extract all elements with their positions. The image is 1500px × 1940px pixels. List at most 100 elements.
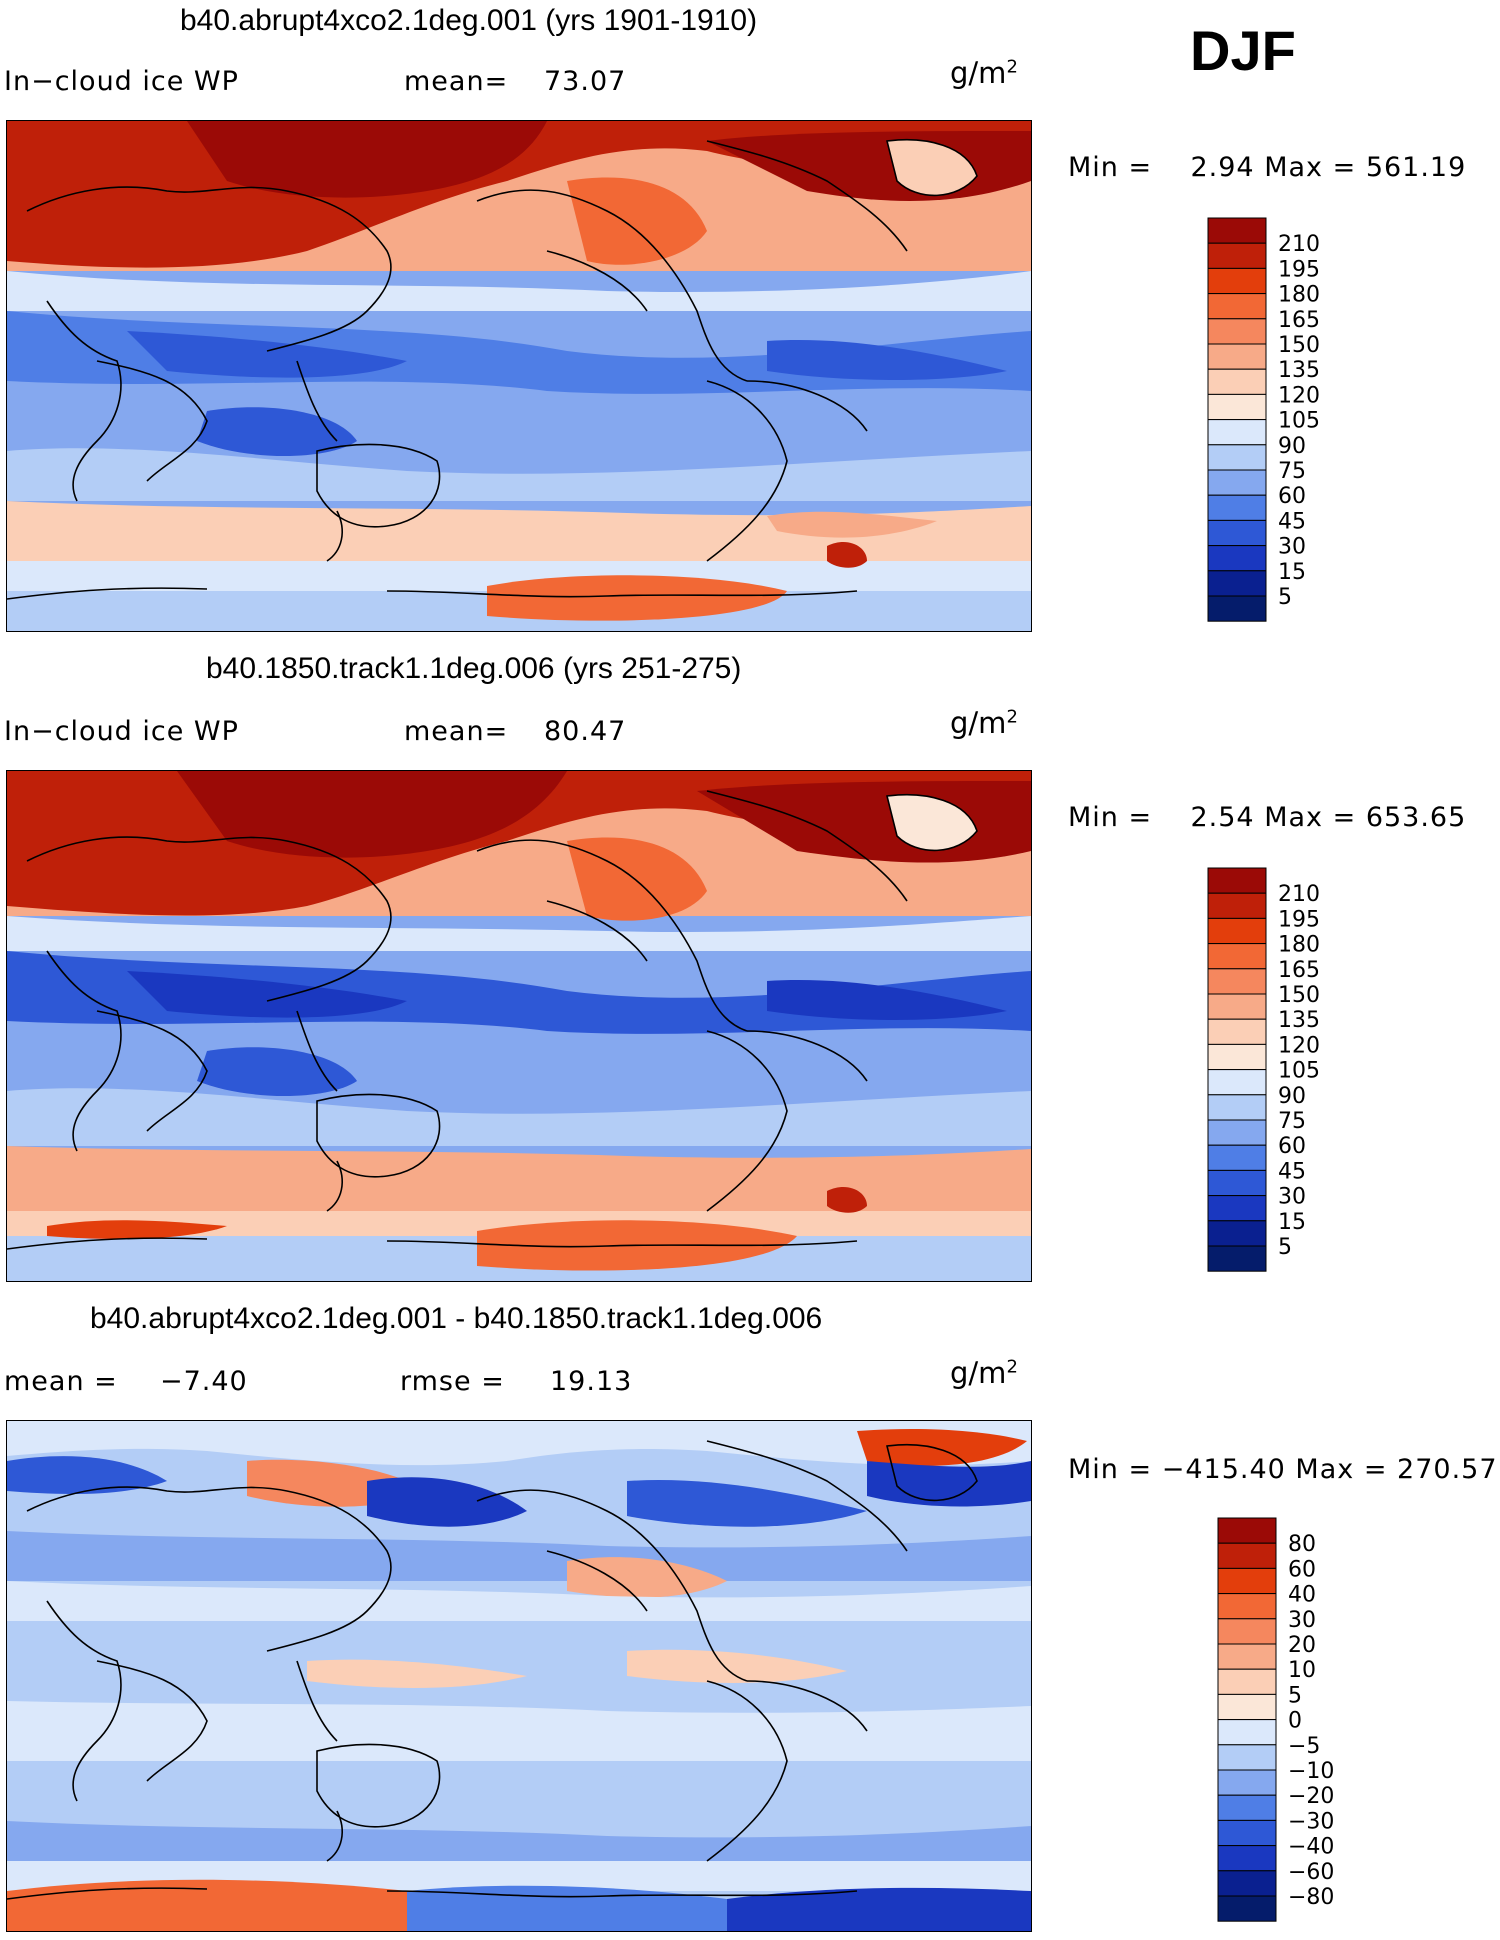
panel-2-colorbar-swatch [1207, 1195, 1267, 1222]
panel-3-rmse-value: 19.13 [550, 1366, 633, 1397]
panel-1-colorbar-label: 75 [1278, 459, 1306, 484]
panel-2-colorbar-label: 105 [1278, 1059, 1320, 1084]
panel-2-colorbar-swatch [1207, 867, 1267, 894]
panel-1-colorbar-swatch [1207, 267, 1267, 295]
panel-1-colorbar-swatch [1207, 318, 1267, 345]
panel-3-max-label: Max = [1295, 1454, 1388, 1485]
panel-2-colorbar-swatch [1207, 993, 1267, 1020]
panel-2-colorbar-swatch [1207, 1094, 1267, 1121]
panel-1-max-value: 561.19 [1365, 152, 1467, 183]
panel-1-colorbar-swatch [1207, 217, 1267, 244]
panel-3-minmax: Min = −415.40 Max = 270.57 [1068, 1454, 1498, 1485]
panel-3-colorbar-swatch [1217, 1819, 1277, 1847]
panel-1-colorbar-swatch [1207, 242, 1267, 269]
panel-1-colorbar-swatch [1207, 595, 1267, 622]
panel-3-rmse-label: rmse = [400, 1366, 505, 1397]
panel-3-colorbar-label: −5 [1288, 1734, 1320, 1759]
panel-1-min-value: 2.94 [1190, 152, 1255, 183]
panel-3-min-value: −415.40 [1161, 1454, 1286, 1485]
panel-3-colorbar-swatch [1217, 1693, 1277, 1721]
panel-1-colorbar-label: 210 [1278, 232, 1320, 257]
panel-2-colorbar-label: 165 [1278, 958, 1320, 983]
panel-3-title: b40.abrupt4xco2.1deg.001 - b40.1850.trac… [90, 1302, 823, 1335]
panel-1-colorbar-label: 165 [1278, 308, 1320, 333]
panel-3-colorbar-label: −40 [1288, 1835, 1334, 1860]
panel-3-colorbar-label: 30 [1288, 1608, 1316, 1633]
panel-3-colorbar-label: 60 [1288, 1557, 1316, 1582]
panel-2-colorbar: 210 195 180 165 150 135 120 105 90 75 60 45 30 15 5 [1207, 867, 1448, 1283]
panel-1-colorbar-swatch [1207, 519, 1267, 547]
panel-2-colorbar-swatch [1207, 1043, 1267, 1071]
panel-3-colorbar-swatch [1217, 1870, 1277, 1897]
panel-3-map [6, 1420, 1032, 1932]
panel-2-colorbar-swatch [1207, 1245, 1267, 1272]
panel-2-map [6, 770, 1032, 1282]
panel-2-colorbar-label: 30 [1278, 1185, 1306, 1210]
panel-2-title: b40.1850.track1.1deg.006 (yrs 251-275) [206, 652, 742, 685]
panel-3-colorbar-label: 10 [1288, 1658, 1316, 1683]
panel-1-colorbar-label: 5 [1278, 585, 1292, 610]
panel-2-colorbar-label: 45 [1278, 1159, 1306, 1184]
panel-2-colorbar-label: 180 [1278, 933, 1320, 958]
panel-2-colorbar-swatch [1207, 943, 1267, 970]
panel-1-colorbar-label: 45 [1278, 509, 1306, 534]
panel-3-colorbar-swatch [1217, 1593, 1277, 1620]
panel-3-colorbar-label: 5 [1288, 1683, 1302, 1708]
panel-1-colorbar-swatch [1207, 343, 1267, 370]
panel-1-variable-label: In−cloud ice WP [4, 66, 239, 97]
panel-1-colorbar-label: 150 [1278, 333, 1320, 358]
panel-2-minmax: Min = 2.54 Max = 653.65 [1068, 802, 1466, 833]
panel-1-map [6, 120, 1032, 632]
panel-3-colorbar-swatch [1217, 1618, 1277, 1645]
panel-1-colorbar-swatch [1207, 545, 1267, 572]
panel-3-units: g/m2 [950, 1356, 1018, 1390]
panel-3-colorbar-swatch [1217, 1643, 1277, 1670]
panel-3-colorbar-swatch [1217, 1744, 1277, 1771]
panel-3-min-label: Min = [1068, 1454, 1153, 1485]
panel-2-colorbar-label: 135 [1278, 1008, 1320, 1033]
panel-2-colorbar-swatch [1207, 1018, 1267, 1045]
panel-1-colorbar-swatch [1207, 469, 1267, 496]
panel-2-units: g/m2 [950, 706, 1018, 740]
panel-3-colorbar-label: −10 [1288, 1759, 1334, 1784]
panel-2-colorbar-swatch [1207, 1069, 1267, 1096]
panel-2-variable-label: In−cloud ice WP [4, 716, 239, 747]
panel-1-colorbar-swatch [1207, 570, 1267, 597]
panel-3-colorbar-swatch [1217, 1769, 1277, 1796]
panel-2-max-value: 653.65 [1365, 802, 1467, 833]
panel-1-colorbar-label: 30 [1278, 535, 1306, 560]
panel-1-title: b40.abrupt4xco2.1deg.001 (yrs 1901-1910) [180, 4, 758, 37]
panel-1-colorbar-swatch [1207, 368, 1267, 395]
panel-1-colorbar-label: 90 [1278, 434, 1306, 459]
panel-3-colorbar-swatch [1217, 1542, 1277, 1569]
panel-2-colorbar-label: 90 [1278, 1084, 1306, 1109]
panel-3-mean-value: −7.40 [160, 1366, 248, 1397]
panel-3-colorbar-swatch [1217, 1794, 1277, 1821]
panel-2-colorbar-label: 150 [1278, 983, 1320, 1008]
panel-2-colorbar-label: 120 [1278, 1033, 1320, 1058]
panel-3-colorbar-swatch [1217, 1517, 1277, 1544]
panel-1-min-label: Min = [1068, 152, 1153, 183]
panel-2-colorbar-swatch [1207, 892, 1267, 919]
panel-2-colorbar-swatch [1207, 1220, 1267, 1247]
panel-3-colorbar-swatch [1217, 1567, 1277, 1595]
panel-3-colorbar-swatch [1217, 1668, 1277, 1695]
panel-1-colorbar-label: 105 [1278, 409, 1320, 434]
panel-1-mean-value: 73.07 [544, 66, 627, 97]
panel-1-colorbar-swatch [1207, 419, 1267, 446]
panel-1-colorbar-swatch [1207, 293, 1267, 320]
panel-2-colorbar-swatch [1207, 1144, 1267, 1171]
panel-2-colorbar-label: 75 [1278, 1109, 1306, 1134]
panel-2-colorbar-label: 5 [1278, 1235, 1292, 1260]
panel-1-colorbar: 210 195 180 165 150 135 120 105 90 75 60 45 30 15 5 [1207, 217, 1448, 633]
panel-2-colorbar-label: 15 [1278, 1210, 1306, 1235]
panel-2-colorbar-swatch [1207, 968, 1267, 995]
panel-2-max-label: Max = [1264, 802, 1357, 833]
panel-2-colorbar-swatch [1207, 1169, 1267, 1197]
panel-3-mean-label: mean = [4, 1366, 118, 1397]
season-label: DJF [1190, 19, 1296, 82]
panel-2-colorbar-swatch [1207, 917, 1267, 945]
panel-2-colorbar-swatch [1207, 1119, 1267, 1146]
